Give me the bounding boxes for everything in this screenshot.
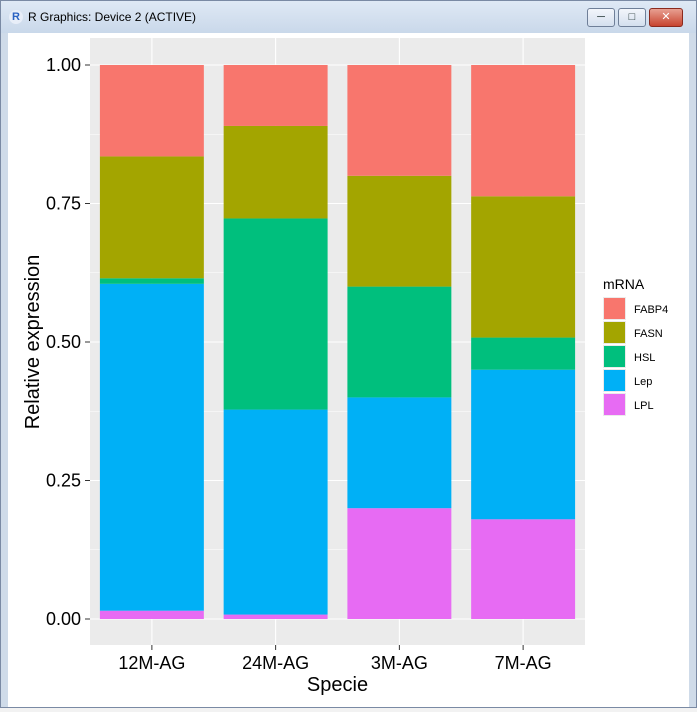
bar-segment-lpl-3m-ag [347,508,452,619]
legend-label-hsl: HSL [634,352,655,364]
close-button[interactable]: ✕ [649,8,683,27]
bar-segment-hsl-12m-ag [99,278,204,284]
plot-area: 0.00 0.25 0.50 0.75 1.00 12M-AG 24M-AG 3M-AG 7M… [8,33,689,707]
x-tick-label: 7M-AG [495,653,552,673]
close-icon: ✕ [661,11,671,23]
legend-swatch-hsl [604,346,625,367]
y-tick-label: 0.25 [46,471,81,491]
legend-label-fabp4: FABP4 [634,304,668,316]
x-axis: 12M-AG 24M-AG 3M-AG 7M-AG [118,645,552,673]
bar-segment-lep-7m-ag [471,369,576,520]
y-axis-label: Relative expression [22,255,44,430]
bar-segment-hsl-3m-ag [347,286,452,398]
y-tick-label: 0.75 [46,194,81,214]
y-axis: 0.00 0.25 0.50 0.75 1.00 [46,55,90,629]
maximize-button[interactable]: □ [618,8,646,27]
legend: mRNA FABP4 FASN HSL Lep LPL [603,276,668,416]
bar-segment-lpl-24m-ag [223,614,328,619]
window-title: R Graphics: Device 2 (ACTIVE) [28,10,197,24]
bar-segment-fasn-3m-ag [347,175,452,287]
bar-segment-lep-24m-ag [223,409,328,615]
bar-segment-fabp4-24m-ag [223,65,328,126]
legend-swatch-fasn [604,322,625,343]
minimize-button[interactable]: ─ [587,8,615,27]
bar-segment-lpl-12m-ag [99,610,204,619]
legend-swatch-fabp4 [604,298,625,319]
minimize-icon: ─ [597,11,605,23]
bar-segment-fasn-24m-ag [223,125,328,219]
x-tick-label: 12M-AG [118,653,185,673]
bar-segment-lep-3m-ag [347,397,452,509]
x-axis-label: Specie [307,674,368,696]
legend-swatch-lpl [604,394,625,415]
y-tick-label: 1.00 [46,55,81,75]
y-tick-label: 0.50 [46,332,81,352]
legend-label-lpl: LPL [634,400,654,412]
maximize-icon: □ [628,11,636,23]
bar-segment-fasn-7m-ag [471,196,576,338]
title-bar[interactable]: R R Graphics: Device 2 (ACTIVE) ─ □ ✕ [1,1,696,34]
bar-segment-fabp4-12m-ag [99,65,204,157]
bar-segment-fasn-12m-ag [99,156,204,279]
bar-segment-fabp4-7m-ag [471,65,576,197]
legend-label-fasn: FASN [634,328,663,340]
legend-swatch-lep [604,370,625,391]
legend-label-lep: Lep [634,376,652,388]
bar-segment-hsl-24m-ag [223,218,328,410]
bar-segment-lpl-7m-ag [471,519,576,619]
bar-segment-fabp4-3m-ag [347,65,452,176]
bar-segment-hsl-7m-ag [471,337,576,370]
window-frame-left [1,33,8,707]
y-tick-label: 0.00 [46,609,81,629]
bar-segment-lep-12m-ag [99,283,204,611]
r-logo-icon: R [9,10,23,24]
legend-title: mRNA [603,276,645,292]
x-tick-label: 3M-AG [371,653,428,673]
window-frame-right [689,33,696,707]
stacked-bar-chart: 0.00 0.25 0.50 0.75 1.00 12M-AG 24M-AG 3M-AG 7M… [22,38,668,696]
bars-group [99,65,576,619]
x-tick-label: 24M-AG [242,653,309,673]
